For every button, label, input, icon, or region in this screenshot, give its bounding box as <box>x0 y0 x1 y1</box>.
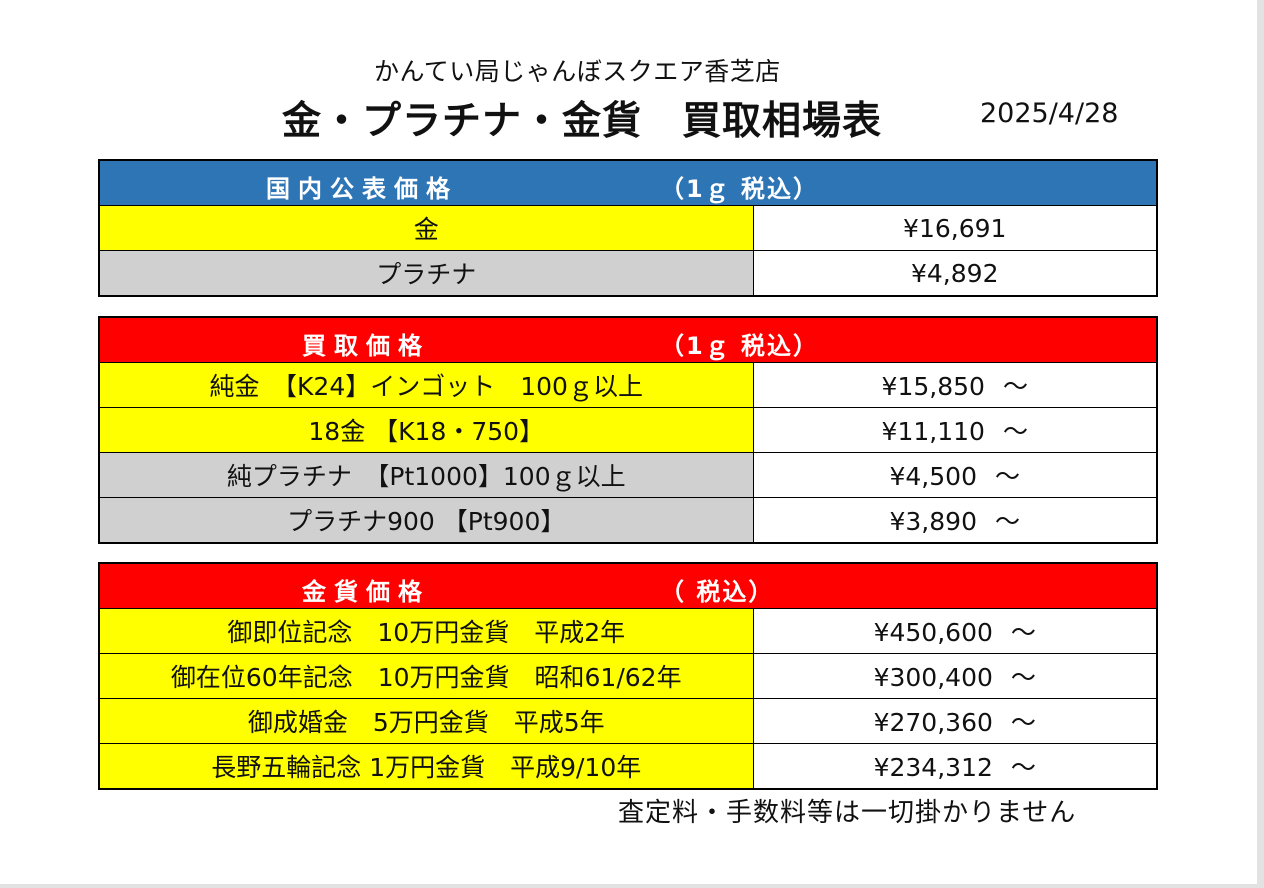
price-suffix: ～ <box>1010 618 1036 647</box>
item-price: ¥15,850 <box>881 372 985 401</box>
fee-note: 査定料・手数料等は一切掛かりません <box>618 798 1077 828</box>
item-price-cell: ¥4,500 ～ <box>752 452 1158 498</box>
coin-price-cell: ¥270,360 ～ <box>752 698 1158 744</box>
table-row: プラチナ900 【Pt900】 ¥3,890 ～ <box>98 497 1158 544</box>
table-row: 御即位記念 10万円金貨 平成2年 ¥450,600 ～ <box>98 608 1158 654</box>
table-row: 金 ¥16,691 <box>98 205 1158 251</box>
domestic-header-label: 国内公表価格 <box>266 175 458 203</box>
coin-price-cell: ¥450,600 ～ <box>752 608 1158 654</box>
item-name: 18金 【K18・750】 <box>98 407 754 453</box>
table-row: 純金 【K24】インゴット 100ｇ以上 ¥15,850 ～ <box>98 362 1158 408</box>
price-suffix: ～ <box>1010 708 1036 737</box>
buyback-header: 買取価格 （1ｇ 税込） <box>98 316 1158 363</box>
page-edge-right <box>1257 0 1264 888</box>
table-row: 御在位60年記念 10万円金貨 昭和61/62年 ¥300,400 ～ <box>98 653 1158 699</box>
item-name-platinum: プラチナ <box>98 250 754 297</box>
coin-price: ¥234,312 <box>873 753 993 782</box>
page-title: 金・プラチナ・金貨 買取相場表 <box>282 99 883 144</box>
price-suffix: ～ <box>1010 753 1036 782</box>
coin-name: 長野五輪記念 1万円金貨 平成9/10年 <box>98 743 754 790</box>
item-price: ¥3,890 <box>889 507 977 536</box>
buyback-price-table: 買取価格 （1ｇ 税込） 純金 【K24】インゴット 100ｇ以上 ¥15,85… <box>98 316 1158 544</box>
item-price-cell: ¥3,890 ～ <box>752 497 1158 544</box>
table-row: 長野五輪記念 1万円金貨 平成9/10年 ¥234,312 ～ <box>98 743 1158 790</box>
price-suffix: ～ <box>1010 663 1036 692</box>
domestic-header-unit: （1ｇ 税込） <box>660 175 820 203</box>
item-name: プラチナ900 【Pt900】 <box>98 497 754 544</box>
table-row: プラチナ ¥4,892 <box>98 250 1158 297</box>
table-row: 御成婚金 5万円金貨 平成5年 ¥270,360 ～ <box>98 698 1158 744</box>
coin-name: 御成婚金 5万円金貨 平成5年 <box>98 698 754 744</box>
coin-header-row: 金貨価格 （ 税込） <box>98 562 1158 609</box>
domestic-price-table: 国内公表価格 （1ｇ 税込） 金 ¥16,691 プラチナ ¥4,892 <box>98 159 1158 297</box>
coin-price-cell: ¥234,312 ～ <box>752 743 1158 790</box>
coin-header-label: 金貨価格 <box>302 578 430 606</box>
price-suffix: ～ <box>994 462 1020 491</box>
item-name: 純プラチナ 【Pt1000】100ｇ以上 <box>98 452 754 498</box>
domestic-header: 国内公表価格 （1ｇ 税込） <box>98 159 1158 206</box>
item-price: ¥11,110 <box>881 417 985 446</box>
page-edge-bottom <box>0 884 1264 888</box>
coin-price: ¥450,600 <box>873 618 993 647</box>
coin-header: 金貨価格 （ 税込） <box>98 562 1158 609</box>
coin-price: ¥300,400 <box>873 663 993 692</box>
coin-price: ¥270,360 <box>873 708 993 737</box>
coin-price-cell: ¥300,400 ～ <box>752 653 1158 699</box>
table-row: 18金 【K18・750】 ¥11,110 ～ <box>98 407 1158 453</box>
price-date: 2025/4/28 <box>980 98 1119 129</box>
price-suffix: ～ <box>1002 372 1028 401</box>
buyback-header-label: 買取価格 <box>302 332 430 360</box>
store-name: かんてい局じゃんぼスクエア香芝店 <box>374 57 781 86</box>
coin-price-table: 金貨価格 （ 税込） 御即位記念 10万円金貨 平成2年 ¥450,600 ～ 御… <box>98 562 1158 790</box>
item-price-platinum: ¥4,892 <box>752 250 1158 297</box>
buyback-header-row: 買取価格 （1ｇ 税込） <box>98 316 1158 363</box>
item-price-cell: ¥11,110 ～ <box>752 407 1158 453</box>
item-name: 純金 【K24】インゴット 100ｇ以上 <box>98 362 754 408</box>
table-row: 純プラチナ 【Pt1000】100ｇ以上 ¥4,500 ～ <box>98 452 1158 498</box>
price-suffix: ～ <box>994 507 1020 536</box>
item-price-cell: ¥15,850 ～ <box>752 362 1158 408</box>
buyback-header-unit: （1ｇ 税込） <box>660 332 820 360</box>
coin-name: 御即位記念 10万円金貨 平成2年 <box>98 608 754 654</box>
item-price-gold: ¥16,691 <box>752 205 1158 251</box>
price-suffix: ～ <box>1002 417 1028 446</box>
coin-name: 御在位60年記念 10万円金貨 昭和61/62年 <box>98 653 754 699</box>
coin-header-unit: （ 税込） <box>660 578 775 606</box>
item-name-gold: 金 <box>98 205 754 251</box>
domestic-header-row: 国内公表価格 （1ｇ 税込） <box>98 159 1158 206</box>
item-price: ¥4,500 <box>889 462 977 491</box>
